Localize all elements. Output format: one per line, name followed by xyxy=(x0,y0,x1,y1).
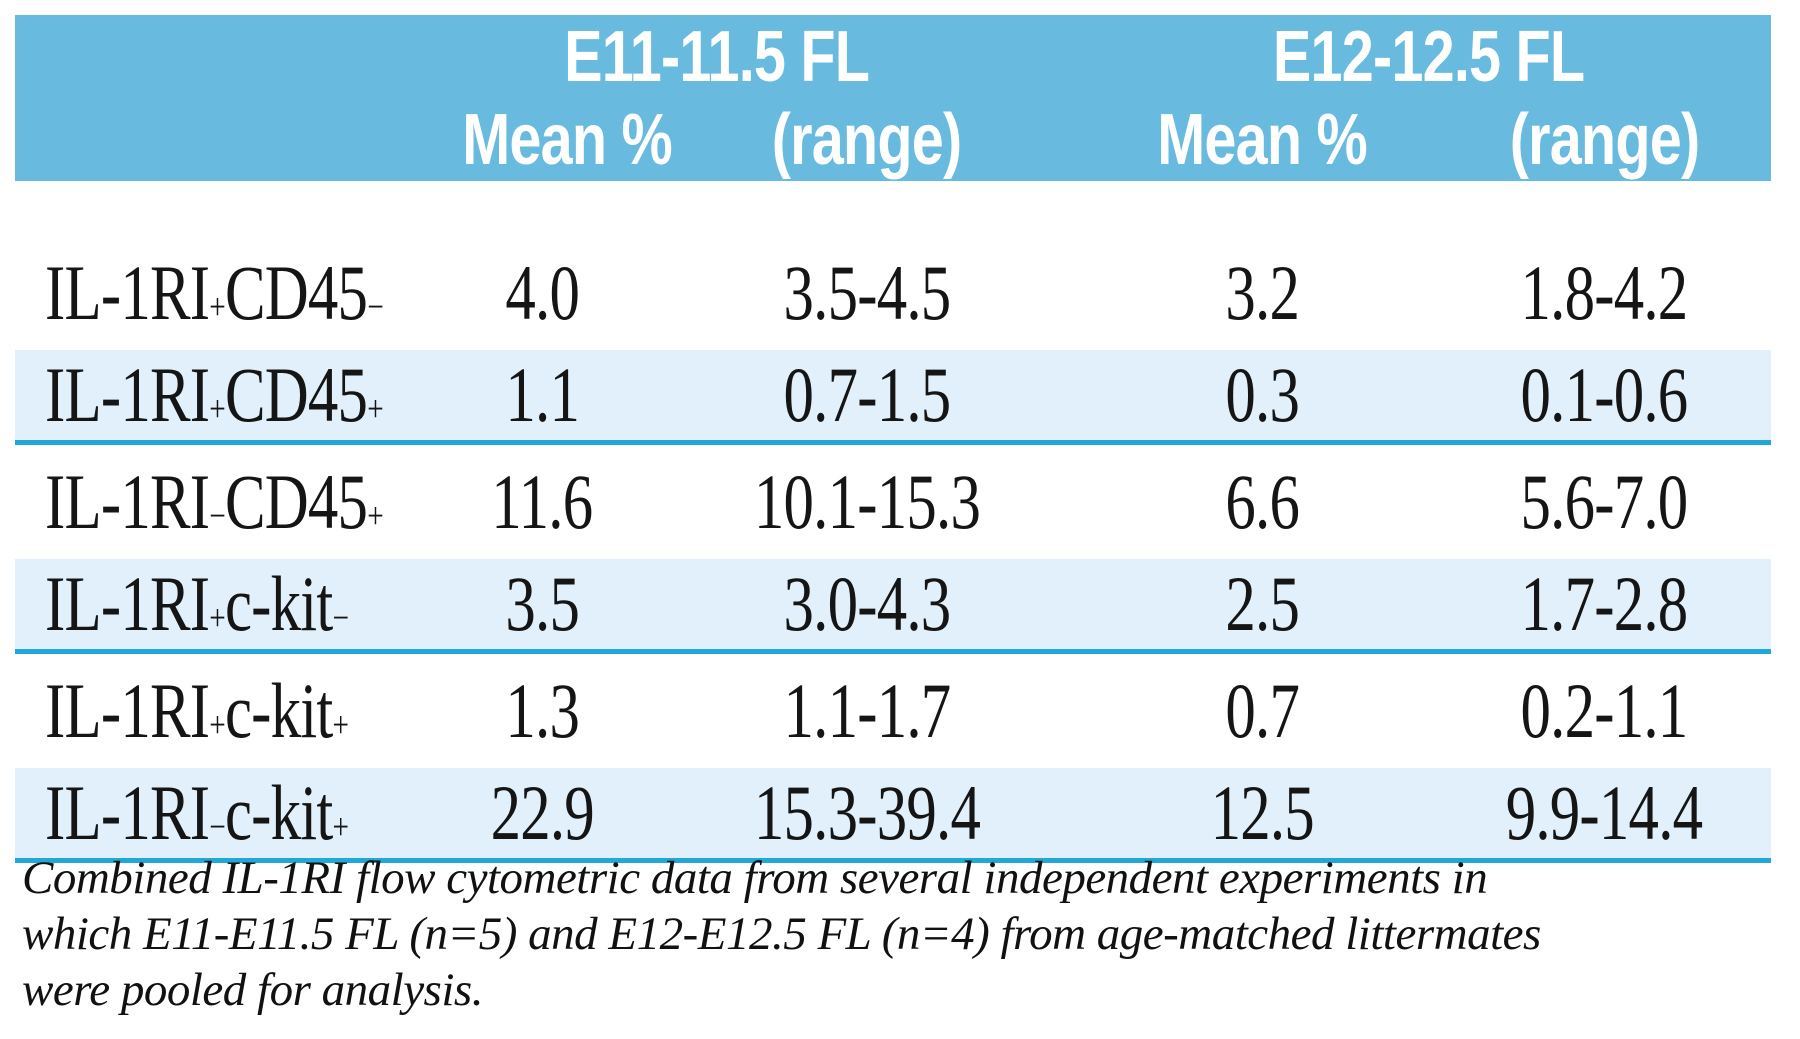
e11-range-cell: 0.7-1.5 xyxy=(647,350,1087,445)
table-body: IL-1RI+CD45− 4.0 3.5-4.5 3.2 1.8-4.2 IL-1RI+C… xyxy=(15,181,1771,863)
e11-mean-cell: 4.0 xyxy=(436,236,648,350)
e11-mean-cell: 1.3 xyxy=(436,651,648,768)
e11-range-cell: 3.0-4.3 xyxy=(647,559,1087,654)
e11-mean-cell: 22.9 xyxy=(436,768,648,863)
e11-range-cell: 1.1-1.7 xyxy=(647,651,1087,768)
e11-range-cell: 10.1-15.3 xyxy=(647,442,1087,559)
group-header-e12: E12-12.5 FL xyxy=(1086,15,1771,99)
table-row: IL-1RI+c-kit− 3.5 3.0-4.3 2.5 1.7-2.8 xyxy=(15,559,1771,654)
e12-range-cell: 5.6-7.0 xyxy=(1437,442,1771,559)
e11-mean-header: Mean % xyxy=(436,99,673,181)
row-label: IL-1RI−CD45+ xyxy=(15,442,437,559)
e12-range-cell: 1.8-4.2 xyxy=(1437,236,1771,350)
footnote-line: Combined IL-1RI flow cytometric data fro… xyxy=(22,852,1488,904)
e12-range-cell: 0.1-0.6 xyxy=(1437,350,1771,445)
group-header-e11-label: E11-11.5 FL xyxy=(563,17,870,97)
header-corner-blank xyxy=(15,15,437,99)
table-row: IL-1RI+c-kit+ 1.3 1.1-1.7 0.7 0.2-1.1 xyxy=(15,651,1771,768)
e12-mean-cell: 12.5 xyxy=(1086,768,1438,863)
row-label: IL-1RI−c-kit+ xyxy=(15,768,437,863)
e11-mean-cell: 1.1 xyxy=(436,350,648,445)
row-label: IL-1RI+CD45− xyxy=(15,236,437,350)
e11-mean-cell: 3.5 xyxy=(436,559,648,654)
group-header-e11: E11-11.5 FL xyxy=(436,15,1087,99)
e12-mean-cell: 2.5 xyxy=(1086,559,1438,654)
table-row: IL-1RI−c-kit+ 22.9 15.3-39.4 12.5 9.9-14.4 xyxy=(15,768,1771,863)
row-label: IL-1RI+c-kit+ xyxy=(15,651,437,768)
e12-mean-cell: 3.2 xyxy=(1086,236,1438,350)
footnote-line: were pooled for analysis. xyxy=(22,964,483,1016)
row-label: IL-1RI+c-kit− xyxy=(15,559,437,654)
e11-range-header: (range) xyxy=(647,99,1087,181)
e12-range-cell: 0.2-1.1 xyxy=(1437,651,1771,768)
group-title-row: E11-11.5 FL E12-12.5 FL xyxy=(15,15,1771,99)
table-row: IL-1RI+CD45− 4.0 3.5-4.5 3.2 1.8-4.2 xyxy=(15,236,1771,350)
e11-mean-cell: 11.6 xyxy=(436,442,648,559)
footnote: Combined IL-1RI flow cytometric data fro… xyxy=(22,850,1782,1018)
e12-mean-header: Mean % xyxy=(1086,99,1438,181)
e11-mean-header-label: Mean % xyxy=(462,100,673,180)
column-header-row: Mean % (range) Mean % (range) xyxy=(15,99,1771,181)
table-header: E11-11.5 FL E12-12.5 FL Mean % (range) M… xyxy=(15,15,1771,181)
e12-range-header: (range) xyxy=(1437,99,1771,181)
e12-range-header-label: (range) xyxy=(1509,100,1699,180)
header-gap-cell xyxy=(15,181,1771,236)
e11-range-cell: 3.5-4.5 xyxy=(647,236,1087,350)
group-header-e12-label: E12-12.5 FL xyxy=(1272,17,1585,97)
table-row: IL-1RI−CD45+ 11.6 10.1-15.3 6.6 5.6-7.0 xyxy=(15,442,1771,559)
e12-mean-cell: 0.7 xyxy=(1086,651,1438,768)
e12-range-cell: 9.9-14.4 xyxy=(1437,768,1771,863)
header-gap-row xyxy=(15,181,1771,236)
e12-mean-cell: 0.3 xyxy=(1086,350,1438,445)
table-row: IL-1RI+CD45+ 1.1 0.7-1.5 0.3 0.1-0.6 xyxy=(15,350,1771,445)
row-label: IL-1RI+CD45+ xyxy=(15,350,437,445)
e11-range-header-label: (range) xyxy=(771,100,962,180)
e11-range-cell: 15.3-39.4 xyxy=(647,768,1087,863)
e12-mean-header-label: Mean % xyxy=(1156,100,1367,180)
data-table: E11-11.5 FL E12-12.5 FL Mean % (range) M… xyxy=(15,15,1771,863)
footnote-line: which E11-E11.5 FL (n=5) and E12-E12.5 F… xyxy=(22,908,1541,960)
header-blank xyxy=(15,99,437,181)
e12-mean-cell: 6.6 xyxy=(1086,442,1438,559)
e12-range-cell: 1.7-2.8 xyxy=(1437,559,1771,654)
